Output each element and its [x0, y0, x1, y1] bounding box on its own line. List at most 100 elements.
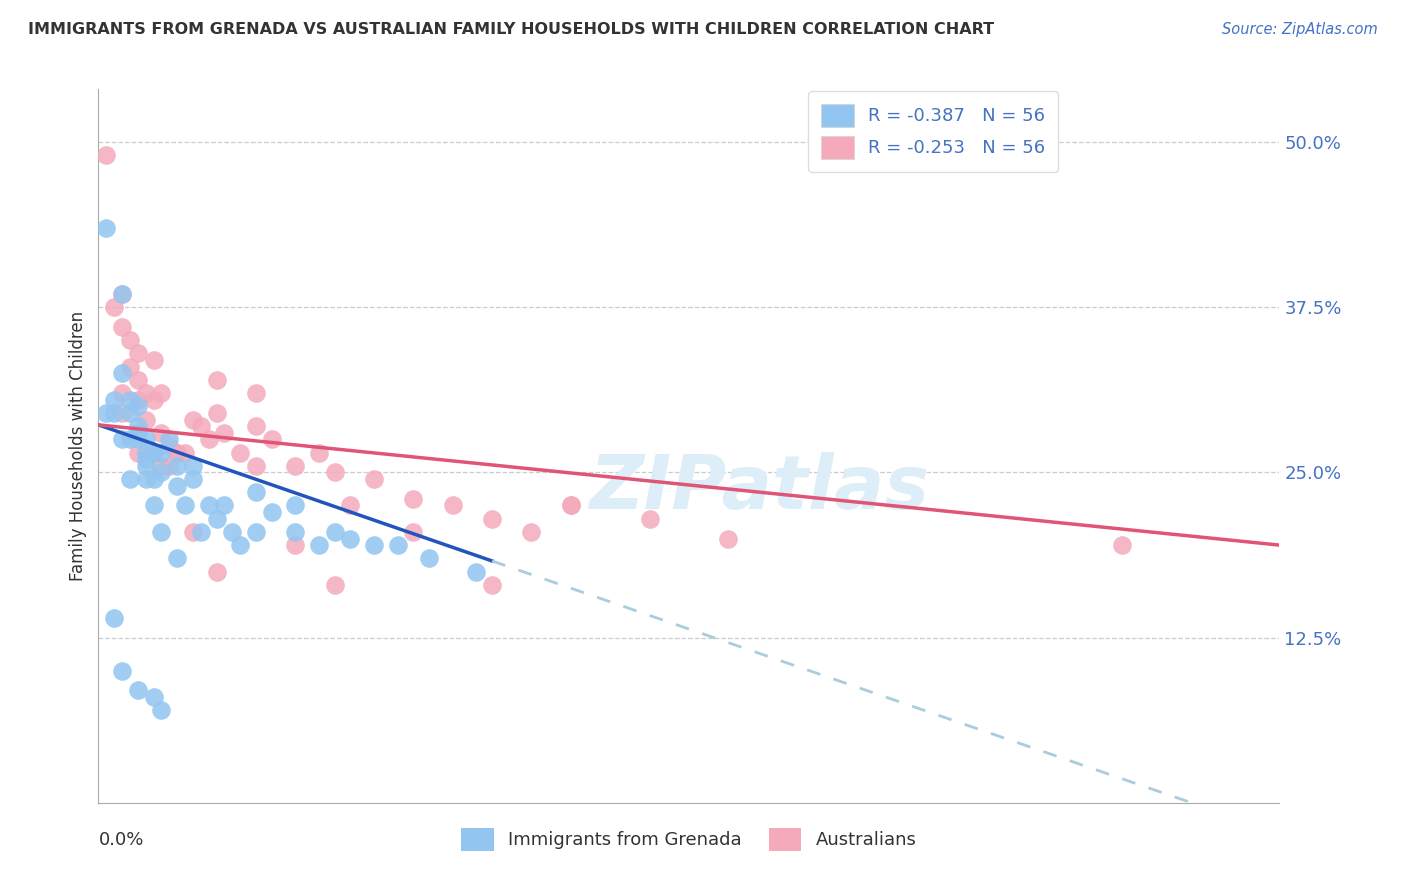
Point	[111, 433, 134, 447]
Point	[402, 524, 425, 539]
Point	[118, 472, 141, 486]
Point	[229, 538, 252, 552]
Point	[157, 439, 180, 453]
Point	[127, 425, 149, 440]
Point	[142, 499, 165, 513]
Point	[1111, 538, 1133, 552]
Point	[111, 664, 134, 678]
Point	[339, 499, 361, 513]
Point	[166, 445, 188, 459]
Point	[323, 578, 346, 592]
Point	[111, 287, 134, 301]
Point	[111, 367, 134, 381]
Text: ZIPatlas: ZIPatlas	[589, 452, 929, 525]
Text: IMMIGRANTS FROM GRENADA VS AUSTRALIAN FAMILY HOUSEHOLDS WITH CHILDREN CORRELATIO: IMMIGRANTS FROM GRENADA VS AUSTRALIAN FA…	[28, 22, 994, 37]
Point	[197, 433, 219, 447]
Point	[205, 406, 228, 420]
Point	[245, 419, 267, 434]
Point	[520, 524, 543, 539]
Point	[127, 392, 149, 407]
Point	[284, 524, 307, 539]
Point	[245, 485, 267, 500]
Point	[118, 406, 141, 420]
Point	[166, 458, 188, 473]
Point	[205, 373, 228, 387]
Point	[387, 538, 409, 552]
Point	[308, 538, 330, 552]
Point	[103, 406, 125, 420]
Point	[142, 472, 165, 486]
Point	[174, 499, 197, 513]
Point	[245, 386, 267, 401]
Point	[190, 524, 212, 539]
Text: Source: ZipAtlas.com: Source: ZipAtlas.com	[1222, 22, 1378, 37]
Point	[174, 445, 197, 459]
Point	[150, 466, 173, 480]
Point	[214, 499, 236, 513]
Point	[118, 359, 141, 374]
Point	[118, 392, 141, 407]
Point	[135, 433, 157, 447]
Point	[418, 551, 440, 566]
Point	[363, 538, 385, 552]
Point	[111, 287, 134, 301]
Text: 0.0%: 0.0%	[98, 831, 143, 849]
Point	[127, 683, 149, 698]
Point	[142, 445, 165, 459]
Point	[181, 458, 204, 473]
Point	[181, 524, 204, 539]
Point	[323, 524, 346, 539]
Point	[135, 412, 157, 426]
Point	[127, 400, 149, 414]
Point	[260, 505, 283, 519]
Point	[441, 499, 464, 513]
Point	[221, 524, 243, 539]
Point	[308, 445, 330, 459]
Point	[111, 386, 134, 401]
Point	[142, 392, 165, 407]
Point	[142, 353, 165, 368]
Point	[127, 445, 149, 459]
Point	[135, 386, 157, 401]
Point	[190, 419, 212, 434]
Point	[96, 221, 118, 235]
Point	[111, 406, 134, 420]
Point	[142, 690, 165, 704]
Point	[103, 300, 125, 314]
Point	[118, 333, 141, 347]
Point	[229, 445, 252, 459]
Point	[284, 458, 307, 473]
Point	[260, 433, 283, 447]
Point	[127, 419, 149, 434]
Point	[150, 445, 173, 459]
Point	[638, 511, 661, 525]
Point	[150, 703, 173, 717]
Point	[197, 499, 219, 513]
Point	[150, 386, 173, 401]
Point	[103, 392, 125, 407]
Point	[284, 499, 307, 513]
Point	[111, 320, 134, 334]
Point	[127, 346, 149, 360]
Point	[142, 445, 165, 459]
Point	[205, 511, 228, 525]
Point	[245, 524, 267, 539]
Point	[560, 499, 582, 513]
Point	[339, 532, 361, 546]
Point	[135, 458, 157, 473]
Point	[127, 373, 149, 387]
Point	[157, 433, 180, 447]
Point	[481, 578, 503, 592]
Point	[96, 148, 118, 162]
Point	[181, 472, 204, 486]
Point	[103, 611, 125, 625]
Legend: Immigrants from Grenada, Australians: Immigrants from Grenada, Australians	[454, 821, 924, 858]
Point	[157, 458, 180, 473]
Point	[214, 425, 236, 440]
Point	[560, 499, 582, 513]
Point	[465, 565, 488, 579]
Point	[363, 472, 385, 486]
Point	[150, 524, 173, 539]
Point	[127, 433, 149, 447]
Point	[135, 472, 157, 486]
